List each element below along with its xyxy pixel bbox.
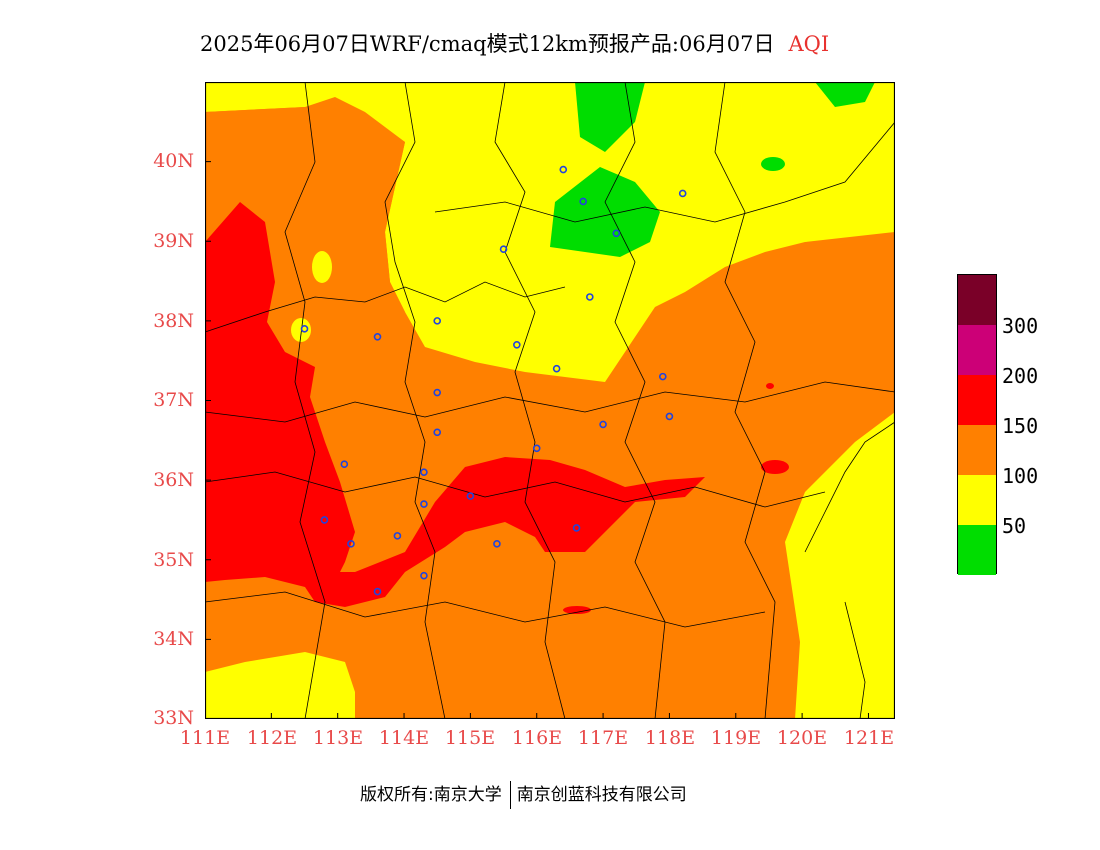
lat-label-37n: 37N xyxy=(153,389,194,411)
aqi-field-yellow-northeast xyxy=(805,202,895,242)
lon-label-115e: 115E xyxy=(444,727,496,749)
company-name: 南京创蓝科技有限公司 xyxy=(516,785,687,805)
lon-label-120e: 120E xyxy=(776,727,828,749)
aqi-field-red-spot xyxy=(761,460,789,474)
lat-label-36n: 36N xyxy=(153,469,194,491)
lat-label-33n: 33N xyxy=(153,707,194,729)
lon-label-114e: 114E xyxy=(378,727,430,749)
copyright-text: 版权所有:南京大学 xyxy=(360,785,502,805)
city-station-marker xyxy=(559,165,568,174)
copyright-footer: 版权所有:南京大学 南京创蓝科技有限公司 xyxy=(360,780,687,809)
city-station-marker xyxy=(493,540,501,548)
lon-label-113e: 113E xyxy=(312,727,364,749)
city-station-marker xyxy=(678,189,687,198)
aqi-field-yellow-southwest xyxy=(205,652,355,719)
aqi-field-red-spot xyxy=(563,606,591,614)
lon-label-118e: 118E xyxy=(644,727,696,749)
city-station-marker xyxy=(658,372,667,381)
legend-label-150: 150 xyxy=(1002,414,1039,438)
lon-label-112e: 112E xyxy=(246,727,298,749)
admin-boundaries xyxy=(205,82,895,719)
city-station-marker xyxy=(433,388,442,397)
lon-label-117e: 117E xyxy=(577,727,629,749)
city-station-marker xyxy=(586,293,594,301)
city-station-marker xyxy=(300,325,309,333)
aqi-field-green-north xyxy=(575,82,645,152)
aqi-map xyxy=(205,82,895,719)
title-main: 2025年06月07日WRF/cmaq模式12km预报产品:06月07日 xyxy=(200,32,775,56)
aqi-field-yellow-east xyxy=(785,232,895,719)
aqi-field-red-west xyxy=(205,202,355,587)
lon-label-111e: 111E xyxy=(179,727,231,749)
city-station-marker xyxy=(572,524,581,532)
aqi-legend-colorbar xyxy=(957,274,997,575)
city-station-marker xyxy=(320,516,329,524)
legend-band-hazardous xyxy=(958,275,996,325)
footer-separator xyxy=(509,781,511,809)
aqi-field-red-central xyxy=(295,457,705,607)
aqi-field-red-spot xyxy=(766,383,774,389)
city-station-marker xyxy=(373,333,382,341)
aqi-field-green-northeast xyxy=(815,82,875,107)
legend-label-300: 300 xyxy=(1002,314,1039,338)
city-station-marker xyxy=(340,460,349,469)
city-station-marker xyxy=(433,428,442,437)
title-variable: AQI xyxy=(788,32,830,56)
lon-label-116e: 116E xyxy=(511,727,563,749)
city-station-marker xyxy=(420,500,428,508)
legend-band-unhealthy xyxy=(958,375,996,425)
city-station-marker xyxy=(393,532,402,540)
legend-band-moderate xyxy=(958,475,996,525)
tick-layer xyxy=(205,161,869,719)
city-station-marker xyxy=(513,340,521,349)
lon-label-121e: 121E xyxy=(843,727,895,749)
city-station-marker xyxy=(499,245,508,254)
city-station-marker xyxy=(433,317,442,325)
city-station-marker xyxy=(579,197,587,206)
city-station-marker xyxy=(532,444,541,453)
city-station-marker xyxy=(347,540,355,548)
lat-label-35n: 35N xyxy=(153,549,194,571)
legend-label-100: 100 xyxy=(1002,464,1039,488)
lat-label-40n: 40N xyxy=(153,150,194,172)
city-station-marker xyxy=(599,420,607,429)
legend-band-good xyxy=(958,525,996,575)
city-station-marker xyxy=(665,412,674,421)
aqi-field-green-beijing xyxy=(550,167,660,257)
city-station-marker xyxy=(552,364,561,373)
lat-label-34n: 34N xyxy=(153,628,194,650)
city-station-marker xyxy=(466,492,475,500)
city-station-marker xyxy=(420,571,428,580)
aqi-field-green-spot xyxy=(761,157,785,171)
lat-label-38n: 38N xyxy=(153,310,194,332)
aqi-field-yellow-spot xyxy=(312,251,332,283)
city-station-marker xyxy=(420,468,428,476)
legend-label-50: 50 xyxy=(1002,514,1027,538)
legend-band-very-unhealthy xyxy=(958,325,996,375)
aqi-field-yellow-north xyxy=(205,82,895,382)
legend-label-200: 200 xyxy=(1002,364,1039,388)
station-layer xyxy=(300,165,687,596)
city-station-marker xyxy=(373,587,382,596)
legend-band-unhealthy-sensitive xyxy=(958,425,996,475)
map-title: 2025年06月07日WRF/cmaq模式12km预报产品:06月07日 AQI xyxy=(200,28,960,58)
lon-label-119e: 119E xyxy=(710,727,762,749)
city-station-marker xyxy=(612,229,621,238)
lat-label-39n: 39N xyxy=(153,230,194,252)
